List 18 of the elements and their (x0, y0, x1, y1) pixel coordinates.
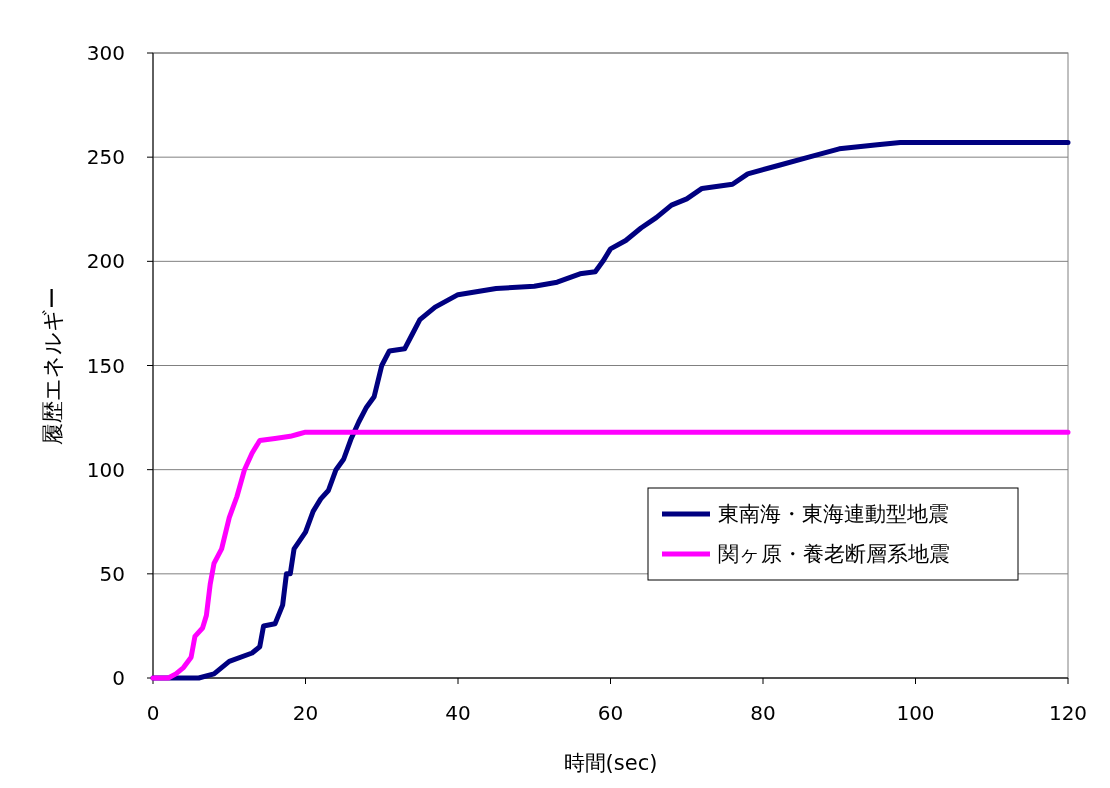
y-axis-title: 履歴エネルギー (40, 286, 65, 445)
x-tick-label: 120 (1048, 701, 1088, 725)
y-tick-label: 150 (86, 353, 125, 378)
x-tick-label: 80 (750, 701, 776, 725)
legend-label: 東南海・東海連動型地震 (718, 502, 949, 527)
x-tick-label: 60 (597, 701, 624, 725)
x-tick-label: 100 (896, 701, 935, 725)
y-tick-label: 300 (86, 41, 125, 65)
y-tick-label: 100 (86, 457, 125, 482)
y-tick-label: 250 (86, 145, 125, 170)
x-tick-label: 0 (146, 701, 160, 725)
legend-label: 関ヶ原・養老断層系地震 (718, 542, 950, 567)
y-tick-label: 50 (99, 561, 125, 586)
x-tick-label: 40 (445, 701, 471, 725)
x-tick-label: 20 (292, 701, 319, 725)
y-tick-label: 200 (86, 249, 125, 274)
x-axis-title: 時間(sec) (563, 751, 658, 775)
y-tick-label: 0 (112, 666, 125, 690)
